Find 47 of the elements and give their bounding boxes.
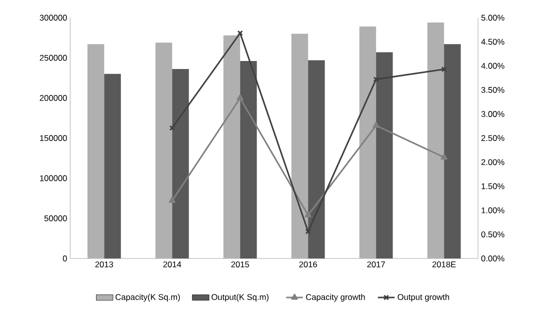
x-tick-label: 2018E <box>432 261 456 268</box>
point <box>304 211 312 218</box>
point <box>373 76 379 82</box>
y2-tick-label: 3.50% <box>481 86 504 93</box>
y2-tick-label: 0.00% <box>481 255 504 262</box>
bar <box>291 34 308 258</box>
x-tick-label: 2013 <box>95 261 114 268</box>
point <box>236 94 244 100</box>
x-tick-label: 2014 <box>163 261 182 268</box>
y-tick-label: 0 <box>62 255 67 262</box>
legend-label: Capacity(K Sq.m) <box>116 294 180 302</box>
y2-tick-label: 0.50% <box>481 231 504 238</box>
bar <box>172 68 189 258</box>
bar <box>155 42 172 258</box>
y2-tick-label: 2.50% <box>481 135 504 141</box>
y2-tick-label: 4.00% <box>481 62 504 69</box>
y-tick-label: 50000 <box>44 215 67 222</box>
y2-tick-label: 2.00% <box>481 159 504 165</box>
y2-tick-label: 4.50% <box>481 38 504 45</box>
point <box>440 153 448 160</box>
bar <box>87 44 104 258</box>
legend-label: Capacity growth <box>306 294 365 302</box>
y-tick-label: 150000 <box>40 135 67 141</box>
x-tick-label: 2016 <box>299 261 317 268</box>
point <box>168 196 176 203</box>
bar <box>104 74 121 258</box>
bar <box>376 52 393 258</box>
point <box>237 30 243 36</box>
bar <box>308 60 325 258</box>
y2-tick-label: 5.00% <box>481 14 504 20</box>
bar <box>427 22 444 258</box>
bar <box>240 60 257 258</box>
y-tick-label: 200000 <box>40 94 67 101</box>
legend-label: Output(K Sq.m) <box>212 294 268 302</box>
x-tick-label: 2017 <box>367 261 385 268</box>
x-tick-label: 2015 <box>231 261 250 268</box>
y2-tick-label: 1.50% <box>482 183 504 190</box>
bar <box>444 44 461 258</box>
bar <box>359 26 376 258</box>
point <box>372 122 380 128</box>
y2-tick-label: 3.00% <box>481 110 504 117</box>
y-tick-label: 250000 <box>40 54 67 61</box>
bar <box>223 35 240 258</box>
y2-tick-label: 1.00% <box>482 207 504 214</box>
legend-label: Output growth <box>398 294 450 302</box>
y-tick-label: 100000 <box>40 175 67 182</box>
y-tick-label: 300000 <box>40 14 67 20</box>
